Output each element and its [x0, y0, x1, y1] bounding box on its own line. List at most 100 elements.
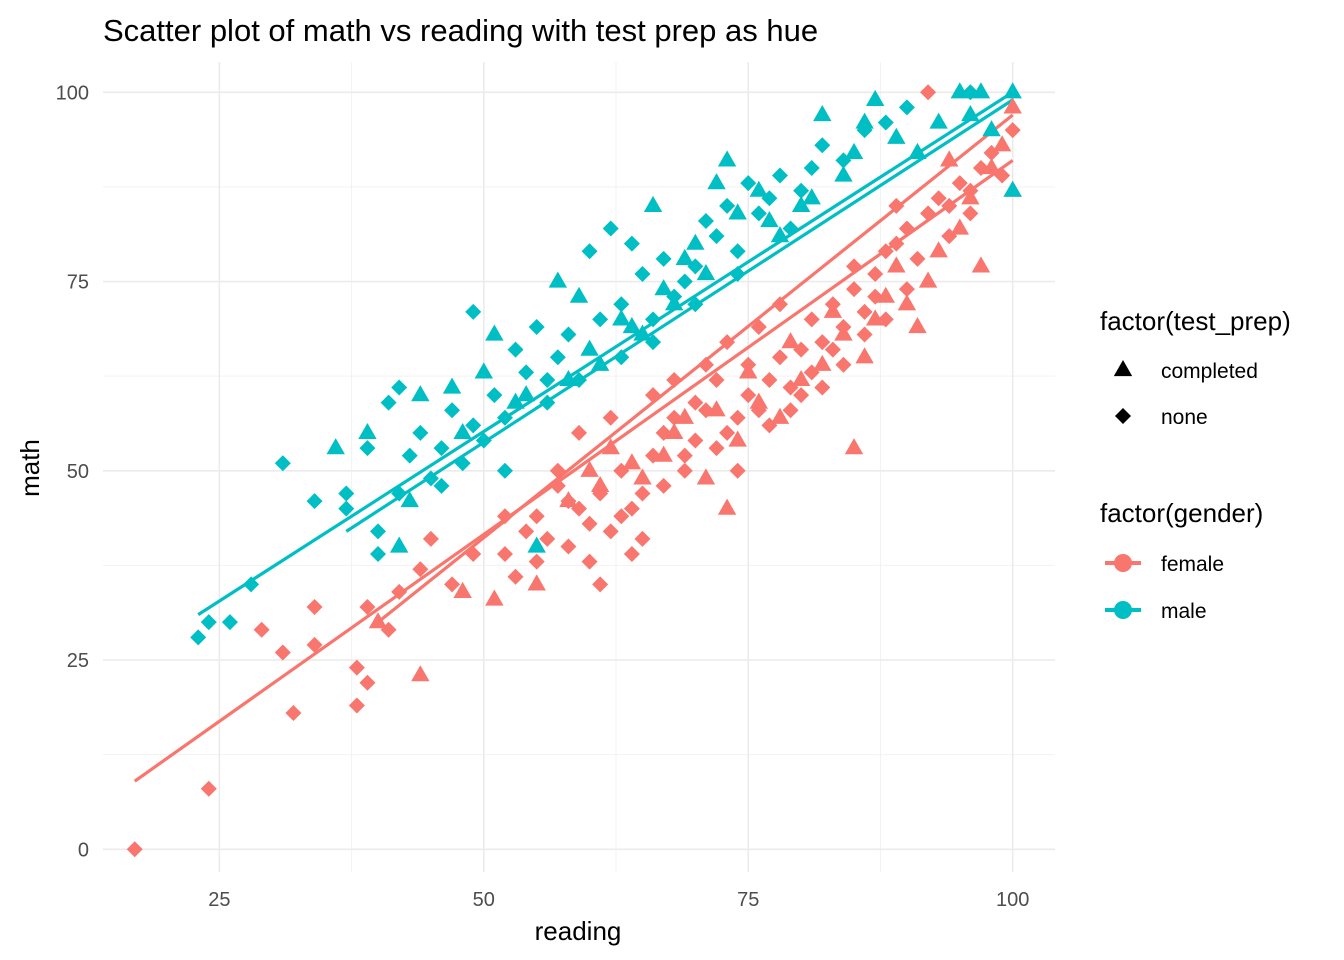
- point-female-diamond: [592, 576, 609, 593]
- trend-line-female-none: [133, 159, 1014, 783]
- point-male-diamond: [793, 182, 810, 199]
- point-female-diamond: [391, 583, 408, 600]
- point-female-triangle: [781, 332, 800, 349]
- point-male-triangle: [569, 286, 589, 303]
- point-male-diamond: [465, 303, 482, 320]
- point-male-diamond: [814, 137, 831, 154]
- point-male-triangle: [707, 173, 726, 190]
- point-male-diamond: [771, 167, 788, 184]
- point-female-triangle: [855, 347, 874, 364]
- point-male-triangle: [612, 309, 631, 326]
- point-female-diamond: [909, 250, 926, 267]
- point-male-triangle: [453, 422, 472, 440]
- point-female-diamond: [951, 175, 968, 192]
- chart-title: Scatter plot of math vs reading with tes…: [103, 13, 818, 48]
- point-female-diamond: [496, 546, 513, 563]
- point-female-diamond: [888, 197, 905, 214]
- point-female-diamond: [623, 500, 640, 517]
- point-female-diamond: [539, 530, 556, 547]
- point-female-diamond: [348, 659, 365, 676]
- point-male-diamond: [877, 114, 894, 131]
- point-male-triangle: [855, 112, 874, 129]
- point-male-triangle: [485, 324, 504, 341]
- point-male-triangle: [686, 233, 705, 250]
- point-male-triangle: [728, 203, 747, 220]
- point-female-diamond: [412, 561, 429, 578]
- point-female-triangle: [876, 286, 895, 303]
- point-male-diamond: [190, 629, 207, 646]
- point-female-triangle: [992, 135, 1012, 152]
- point-female-diamond: [613, 508, 630, 525]
- point-female-diamond: [771, 349, 788, 366]
- point-male-diamond: [496, 409, 513, 426]
- point-female-triangle: [770, 407, 790, 424]
- y-tick-label: 25: [67, 650, 89, 672]
- point-male-diamond: [391, 379, 408, 396]
- point-male-triangle: [929, 112, 948, 129]
- point-female-diamond: [645, 387, 662, 404]
- point-female-diamond: [814, 334, 831, 351]
- point-female-diamond: [285, 705, 302, 722]
- point-male-diamond: [687, 296, 704, 313]
- y-tick-label: 50: [67, 461, 89, 483]
- color-legend-title: factor(gender): [1100, 498, 1263, 528]
- point-male-diamond: [602, 220, 619, 237]
- point-female-diamond: [814, 379, 831, 396]
- point-female-diamond: [1004, 122, 1021, 139]
- point-male-diamond: [719, 197, 736, 214]
- point-male-triangle: [400, 491, 419, 508]
- point-male-triangle: [516, 385, 536, 402]
- point-female-diamond: [507, 568, 524, 585]
- point-female-triangle: [633, 468, 652, 485]
- point-female-diamond: [571, 424, 587, 441]
- point-male-diamond: [243, 576, 260, 593]
- point-male-diamond: [697, 212, 714, 229]
- point-male-triangle: [813, 105, 832, 122]
- point-male-diamond: [729, 265, 746, 282]
- x-tick-label: 25: [208, 889, 230, 911]
- point-male-diamond: [528, 318, 545, 335]
- point-male-triangle: [474, 362, 493, 379]
- point-male-diamond: [465, 417, 482, 434]
- point-male-triangle: [717, 150, 737, 167]
- point-male-triangle: [834, 165, 853, 182]
- x-tick-label: 75: [737, 889, 759, 911]
- point-male-diamond: [623, 235, 640, 252]
- point-female-triangle: [918, 271, 938, 288]
- legend-label-male: male: [1161, 600, 1207, 623]
- point-male-diamond: [803, 159, 820, 176]
- point-male-triangle: [696, 263, 716, 281]
- point-female-diamond: [496, 508, 513, 525]
- point-male-triangle: [580, 339, 599, 356]
- point-male-diamond: [370, 546, 387, 563]
- x-axis-title: reading: [535, 916, 622, 946]
- point-female-triangle: [739, 362, 758, 379]
- point-male-triangle: [887, 127, 906, 144]
- point-female-diamond: [920, 205, 937, 222]
- point-female-triangle: [950, 218, 969, 235]
- point-male-triangle: [411, 385, 430, 402]
- point-female-triangle: [834, 324, 853, 341]
- point-male-diamond: [274, 455, 291, 472]
- point-female-triangle: [707, 400, 726, 417]
- y-tick-label: 75: [67, 272, 89, 294]
- point-female-triangle: [982, 157, 1001, 175]
- point-male-triangle: [442, 377, 462, 394]
- point-female-diamond: [359, 674, 376, 691]
- point-female-diamond: [528, 508, 545, 525]
- point-male-triangle: [982, 120, 1001, 137]
- point-female-diamond: [846, 258, 863, 275]
- point-female-triangle: [527, 574, 546, 591]
- point-female-diamond: [803, 311, 820, 328]
- point-female-triangle: [368, 612, 388, 629]
- point-male-diamond: [750, 205, 767, 222]
- point-female-diamond: [634, 530, 651, 547]
- trend-line-male-none: [197, 90, 1014, 616]
- point-male-diamond: [634, 265, 651, 282]
- point-male-diamond: [708, 228, 725, 245]
- point-male-diamond: [391, 485, 408, 502]
- point-male-diamond: [200, 614, 217, 631]
- point-male-diamond: [401, 447, 418, 464]
- point-male-triangle: [559, 369, 578, 387]
